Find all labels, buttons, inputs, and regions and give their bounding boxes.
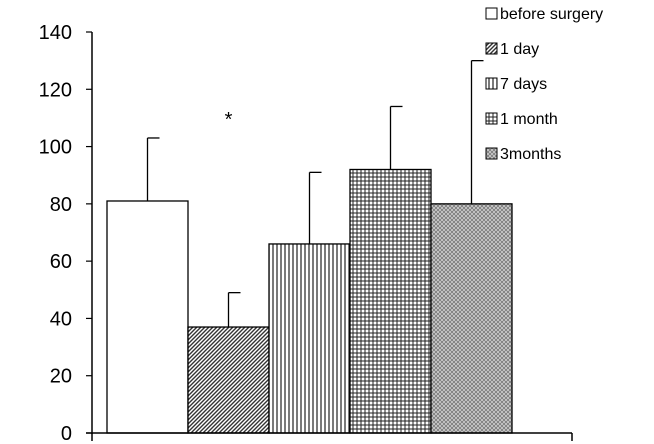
legend: before surgery 1 day 7 days 1 month 3months	[485, 6, 603, 163]
bars	[106, 168, 513, 434]
bar-1-day	[187, 326, 270, 434]
legend-swatch-3months	[485, 147, 498, 160]
bar-3months	[430, 203, 513, 434]
y-tick-label: 40	[50, 308, 72, 330]
legend-label-7-days: 7 days	[500, 76, 547, 93]
y-axis-ticks: 0 20 40 60 80 100 120 140	[39, 22, 92, 444]
legend-swatch-before-surgery	[485, 7, 498, 20]
y-tick-label: 0	[61, 423, 72, 444]
y-tick-label: 60	[50, 251, 72, 273]
bar-1-month	[349, 168, 432, 434]
legend-label-3months: 3months	[500, 146, 561, 163]
error-bars	[146, 59, 484, 328]
y-tick-label: 80	[50, 194, 72, 216]
y-tick-label: 100	[39, 137, 72, 159]
y-tick-label: 140	[39, 22, 72, 44]
legend-label-1-day: 1 day	[500, 41, 539, 58]
significance-marker: *	[225, 109, 233, 131]
bar-before-surgery	[106, 200, 189, 434]
y-tick-label: 120	[39, 79, 72, 101]
bar-7-days	[268, 243, 351, 434]
annotations: *	[225, 109, 233, 131]
axes	[86, 32, 573, 441]
legend-swatch-1-day	[485, 42, 498, 55]
legend-label-before-surgery: before surgery	[500, 6, 603, 23]
y-tick-label: 20	[50, 366, 72, 388]
legend-label-1-month: 1 month	[500, 111, 558, 128]
legend-swatch-1-month	[485, 112, 498, 125]
legend-swatch-7-days	[485, 77, 498, 90]
